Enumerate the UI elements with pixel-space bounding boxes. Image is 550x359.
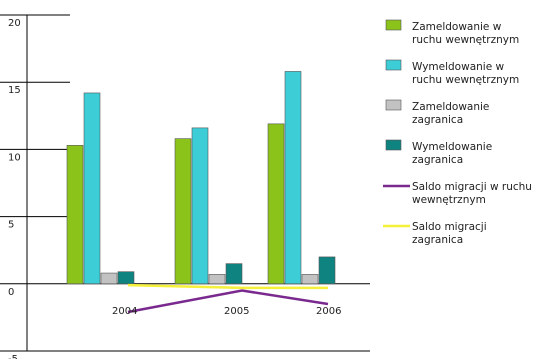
series-line <box>127 289 329 314</box>
y-tick-label: -5 <box>8 354 18 359</box>
x-tick-label: 2006 <box>316 306 341 317</box>
legend-swatch <box>385 59 402 71</box>
bar <box>284 71 302 285</box>
legend-swatch <box>385 99 402 111</box>
bar <box>267 123 285 285</box>
legend-label: Wymeldowanie w ruchu wewnętrznym <box>412 61 519 86</box>
series-lines <box>127 283 329 314</box>
series-line <box>127 283 328 290</box>
legend-label: Wymeldowanie zagranica <box>412 141 492 166</box>
y-tick-label: 15 <box>8 85 21 96</box>
legend-swatch <box>385 139 402 151</box>
y-tick-label: 0 <box>8 287 14 298</box>
x-tick-label: 2005 <box>224 306 249 317</box>
bar <box>174 138 192 285</box>
bar <box>318 256 336 285</box>
y-tick-label: 10 <box>8 152 21 163</box>
legend-label: Zameldowanie zagranica <box>412 101 489 126</box>
bar <box>191 127 209 285</box>
bar <box>208 274 226 285</box>
bar <box>83 92 101 285</box>
legend-label: Zameldowanie w ruchu wewnętrznym <box>412 21 519 46</box>
bars <box>66 71 336 285</box>
tick-labels: 20 15 10 5 0 -5 2004 2005 2006 <box>8 18 341 359</box>
bar <box>225 263 243 285</box>
bar <box>301 274 319 285</box>
bar <box>66 145 84 285</box>
x-tick-label: 2004 <box>112 306 137 317</box>
bar <box>100 272 118 285</box>
legend: Zameldowanie w ruchu wewnętrznym Wymeldowa… <box>383 19 532 246</box>
legend-swatch <box>385 19 402 31</box>
y-tick-label: 20 <box>8 18 21 29</box>
legend-label: Saldo migracji zagranica <box>412 221 487 246</box>
bar <box>117 271 135 285</box>
legend-label: Saldo migracji w ruchu wewnętrznym <box>412 181 532 206</box>
y-tick-label: 5 <box>8 220 14 231</box>
